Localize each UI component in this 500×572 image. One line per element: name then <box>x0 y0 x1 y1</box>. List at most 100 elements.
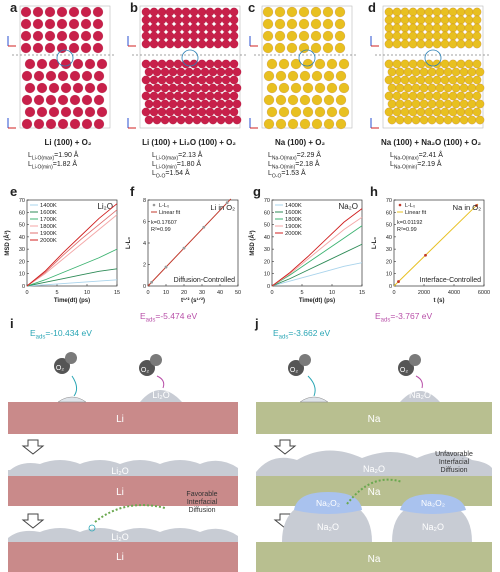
atom <box>416 15 426 25</box>
atom <box>32 18 44 30</box>
chart-g-na2o-msd: 0 5 10 15 0 10 20 30 40 50 60 70 Time(dt) (ps) MSD (Å… <box>249 198 365 304</box>
atom <box>208 99 218 109</box>
atom <box>221 31 231 41</box>
annotation-r2: R²=0.99 <box>397 227 417 233</box>
atom <box>84 82 96 94</box>
fit-line <box>393 203 479 287</box>
atom <box>176 83 186 93</box>
atom <box>278 58 290 70</box>
atom <box>448 31 458 41</box>
o2-na-right-2 <box>409 354 421 366</box>
atom <box>149 31 159 41</box>
atom <box>286 42 298 54</box>
series-line-1700K <box>26 248 118 287</box>
atom <box>144 99 154 109</box>
li2o-layer-2-label: Li₂O <box>111 466 129 476</box>
x-tick-label: 15 <box>359 290 365 296</box>
atom <box>440 91 450 101</box>
chart-h-na-in-o2: 0 2000 4000 6000 0 10 20 30 40 50 60 70 t (s) L-L₀ Na … <box>372 198 490 304</box>
struct-b-line-3: LO-O=1.54 Å <box>152 170 190 180</box>
struct-d-line-2: LNa-O(min)=2.19 Å <box>390 161 442 171</box>
atom <box>213 23 223 33</box>
atom <box>286 6 298 18</box>
atom <box>459 115 469 125</box>
o2-site-2 <box>298 49 316 67</box>
na2o2-right-label: Na₂O₂ <box>421 498 445 508</box>
atom <box>213 91 223 101</box>
atom <box>160 83 170 93</box>
atom <box>424 107 434 117</box>
li-slab-2-label: Li <box>116 487 124 498</box>
atom <box>213 39 223 49</box>
struct-b-title: Li (100) + Li₂O (100) + O₂ <box>142 138 236 147</box>
arrow-right <box>156 375 165 389</box>
atom <box>216 99 226 109</box>
atom <box>302 106 314 118</box>
atom <box>408 75 418 85</box>
atom <box>208 115 218 125</box>
struct-c-line-3: LO-O=1.53 Å <box>268 170 306 180</box>
atom <box>472 75 482 85</box>
y-axis-label: L-L₀ <box>372 237 378 249</box>
x-tick-label: 2000 <box>418 290 430 296</box>
atom <box>287 118 299 130</box>
atom <box>278 106 290 118</box>
atom <box>419 83 429 93</box>
atom <box>278 82 290 94</box>
atom <box>326 106 338 118</box>
atom <box>173 15 183 25</box>
atom <box>424 31 434 41</box>
chart-f-li-in-o2: 0 10 20 30 40 50 0 2 4 6 8 t¹ᐟ² (s¹ᐟ²) L-L₀ Li in O₂ L… <box>126 198 241 304</box>
atom <box>448 39 458 49</box>
atom <box>205 15 215 25</box>
o2-right-label: O₂ <box>141 367 149 374</box>
atom <box>475 83 485 93</box>
atom <box>157 59 167 69</box>
annotation-regime: Interface-Controlled <box>420 277 482 284</box>
atom <box>68 6 80 18</box>
atom <box>416 23 426 33</box>
atom <box>408 23 418 33</box>
x-tick-label: 10 <box>163 290 169 296</box>
annotation-k: k=0.01192 <box>397 220 422 226</box>
atom <box>387 83 397 93</box>
struct-b-line-1: LLi-O(max)=2.13 Å <box>152 152 203 162</box>
atom <box>157 31 167 41</box>
atom <box>427 67 437 77</box>
atom <box>408 91 418 101</box>
atom <box>45 94 57 106</box>
atom <box>141 15 151 25</box>
atom <box>205 23 215 33</box>
atom <box>141 107 151 117</box>
atom <box>48 106 60 118</box>
arrow-left <box>71 375 78 397</box>
atom <box>286 18 298 30</box>
chart-title: Li₂O <box>97 202 113 211</box>
atom <box>213 75 223 85</box>
atom <box>21 118 33 130</box>
y-tick-label: 60 <box>264 210 270 216</box>
x-tick-label: 20 <box>181 290 187 296</box>
atom <box>440 75 450 85</box>
y-tick-label: 40 <box>386 235 392 241</box>
y-tick-label: 40 <box>264 235 270 241</box>
atom <box>165 15 175 25</box>
na-diffusion-1: Unfavorable <box>435 451 473 458</box>
atom <box>44 42 56 54</box>
atom <box>472 91 482 101</box>
down-arrow-na-1 <box>273 439 297 455</box>
y-tick-label: 8 <box>143 198 146 204</box>
atom <box>464 39 474 49</box>
atom <box>44 6 56 18</box>
atom <box>286 30 298 42</box>
schematic-li: Li Li₂O O₂ O₂ Li₂O Li Li₂O Li Favorable … <box>8 352 238 572</box>
atom <box>298 30 310 42</box>
atom <box>392 7 402 17</box>
atom <box>314 58 326 70</box>
legend-label-2000K: 2000K <box>40 238 57 244</box>
atom <box>60 58 72 70</box>
atom <box>314 82 326 94</box>
atom <box>266 106 278 118</box>
atom <box>472 107 482 117</box>
series-line-1900K <box>26 209 118 287</box>
